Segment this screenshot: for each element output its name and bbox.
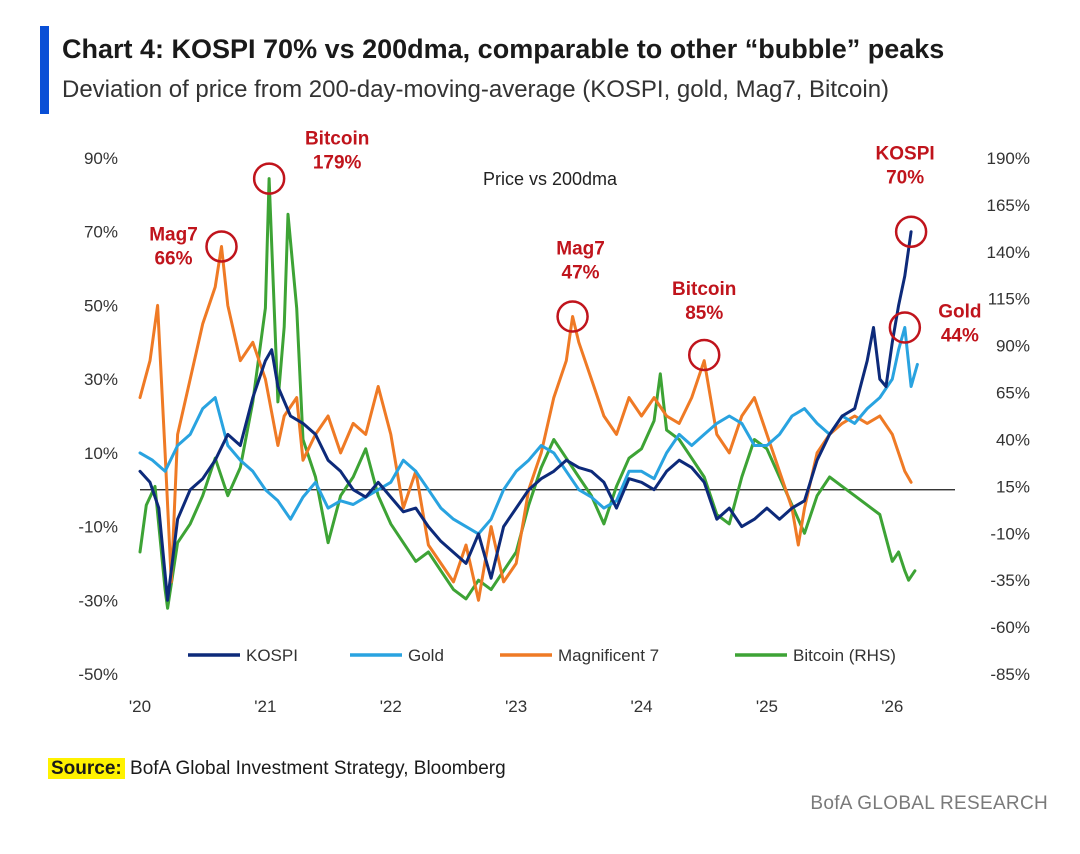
y-right-tick-label: -60%	[990, 618, 1030, 637]
x-tick-label: '26	[881, 697, 903, 716]
x-tick-label: '25	[756, 697, 778, 716]
annotation-label: 47%	[562, 262, 600, 283]
annotation-label: Mag7	[149, 224, 198, 245]
y-right-tick-label: 15%	[996, 477, 1030, 496]
x-tick-label: '21	[254, 697, 276, 716]
axes-group: 90% 70% 50% 30% 10% -10% -30% -50% 190% 165% 140% 1…	[78, 149, 1030, 716]
legend-label: Bitcoin (RHS)	[793, 646, 896, 665]
annotation-label: 44%	[941, 326, 979, 347]
x-tick-label: '24	[630, 697, 652, 716]
y-right-tick-label: 115%	[988, 290, 1030, 309]
series-line-kospi	[138, 230, 913, 602]
annotation-label: Bitcoin	[672, 279, 736, 300]
x-tick-label: '23	[505, 697, 527, 716]
annotation-label: Bitcoin	[305, 130, 369, 150]
y-right-tick-label: 190%	[987, 149, 1030, 168]
chart-title: Chart 4: KOSPI 70% vs 200dma, comparable…	[62, 34, 945, 64]
source-line: Source: BofA Global Investment Strategy,…	[48, 758, 506, 780]
series-line-gold	[138, 326, 919, 536]
y-left-tick-label: -50%	[78, 665, 118, 684]
legend-group: KOSPI Gold Magnificent 7 Bitcoin (RHS)	[188, 646, 896, 665]
accent-bar	[40, 26, 49, 114]
brand-label: BofA GLOBAL RESEARCH	[810, 793, 1048, 814]
y-right-tick-label: -10%	[990, 524, 1030, 543]
source-label: Source:	[48, 758, 125, 779]
annotation-circle	[894, 215, 928, 248]
chart-subtitle: Deviation of price from 200-day-moving-a…	[62, 76, 890, 103]
annotation-label: 70%	[886, 168, 924, 189]
annotation-circle	[687, 338, 721, 372]
y-left-tick-label: 30%	[84, 370, 118, 389]
x-tick-label: '20	[129, 697, 151, 716]
y-left-tick-label: 50%	[84, 296, 118, 315]
annotation-circle	[556, 300, 589, 333]
y-left-tick-label: -10%	[78, 518, 118, 537]
series-line-bitcoin-rhs	[138, 177, 917, 610]
chart-area: 90% 70% 50% 30% 10% -10% -30% -50% 190% 165% 140% 1…	[78, 130, 1030, 716]
y-right-tick-label: -85%	[990, 665, 1030, 684]
source-text: BofA Global Investment Strategy, Bloombe…	[130, 758, 506, 779]
y-right-tick-label: 65%	[996, 384, 1030, 403]
y-right-tick-label: -35%	[990, 571, 1030, 590]
plot-inner-title: Price vs 200dma	[483, 169, 618, 189]
x-tick-label: '22	[380, 697, 402, 716]
y-right-tick-label: 90%	[996, 337, 1030, 356]
y-right-tick-label: 140%	[987, 243, 1030, 262]
annotations-group: Mag7 66% Bitcoin 179% Mag7 47% Bitcoin 85% KOSPI…	[149, 130, 981, 372]
y-right-tick-label: 40%	[996, 430, 1030, 449]
legend-label: Gold	[408, 646, 444, 665]
legend-label: KOSPI	[246, 646, 298, 665]
annotation-label: KOSPI	[876, 144, 935, 165]
annotation-circle	[205, 230, 238, 263]
annotation-label: Gold	[938, 302, 981, 323]
y-left-tick-label: -30%	[78, 591, 118, 610]
series-group	[138, 177, 919, 610]
annotation-label: Mag7	[556, 238, 605, 259]
annotation-label: 85%	[685, 303, 723, 324]
y-left-tick-label: 10%	[84, 444, 118, 463]
annotation-label: 179%	[313, 153, 362, 174]
legend-label: Magnificent 7	[558, 646, 659, 665]
series-line-magnificent-7	[138, 245, 913, 602]
annotation-label: 66%	[154, 248, 192, 269]
y-right-tick-label: 165%	[987, 196, 1030, 215]
annotation-circle	[888, 311, 922, 344]
y-left-tick-label: 70%	[84, 223, 118, 242]
y-left-tick-label: 90%	[84, 149, 118, 168]
annotation-circle	[252, 162, 286, 195]
